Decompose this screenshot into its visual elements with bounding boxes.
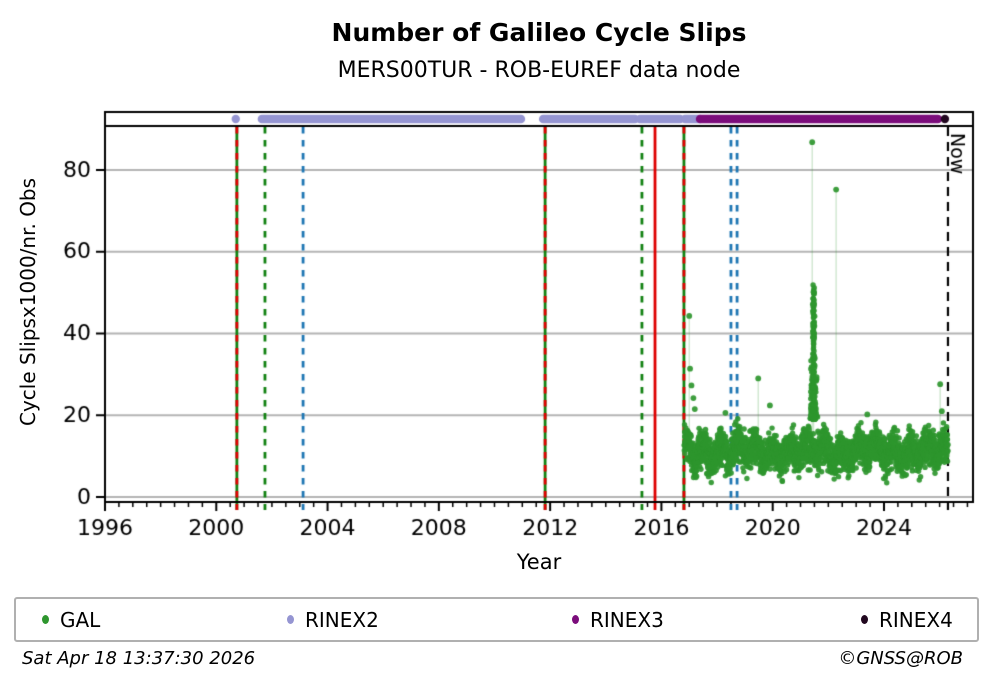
legend-item-rinex2: RINEX2 [287, 599, 379, 640]
legend-label-rinex2: RINEX2 [305, 607, 379, 632]
legend-label-rinex3: RINEX3 [590, 607, 664, 632]
y-axis-label: Cycle Slipsx1000/nr. Obs [16, 177, 40, 427]
plot-timestamp: Sat Apr 18 13:37:30 2026 [22, 648, 256, 669]
legend-label-rinex4: RINEX4 [879, 607, 953, 632]
legend-item-gal: GAL [42, 599, 100, 640]
legend-label-gal: GAL [60, 607, 101, 632]
credit-text: ©GNSS@ROB [838, 648, 963, 669]
legend-item-rinex4: RINEX4 [861, 599, 953, 640]
chart-subtitle: MERS00TUR - ROB-EUREF data node [337, 58, 741, 83]
gal-marker-icon [42, 615, 49, 624]
rinex3-marker-icon [572, 615, 579, 624]
legend-item-rinex3: RINEX3 [572, 599, 664, 640]
x-axis-label: Year [516, 550, 562, 574]
plot-canvas [0, 0, 992, 592]
rinex4-marker-icon [861, 615, 868, 624]
legend: GAL RINEX2 RINEX3 RINEX4 [14, 597, 979, 642]
rinex2-marker-icon [287, 615, 294, 624]
chart-title: Number of Galileo Cycle Slips [331, 18, 747, 47]
